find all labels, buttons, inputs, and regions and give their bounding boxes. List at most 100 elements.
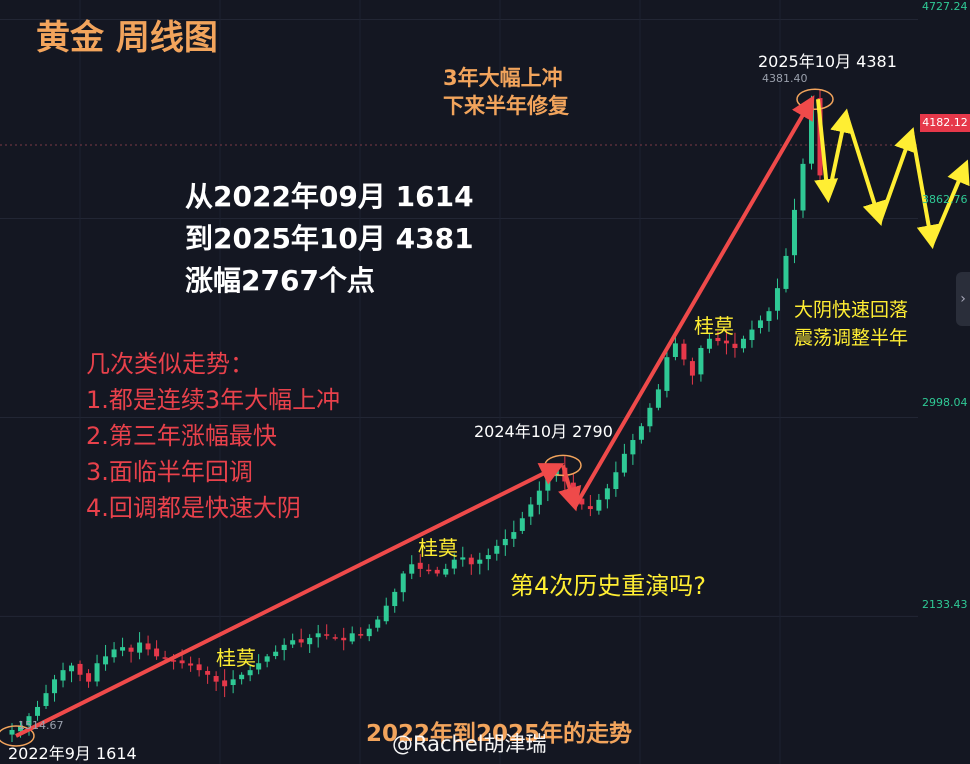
similar-point: 3.面临半年回调	[86, 458, 253, 486]
candle-body	[94, 663, 100, 682]
candle-body	[375, 619, 381, 628]
candle-body	[179, 660, 185, 664]
candle-body	[613, 472, 619, 490]
y-tick-label: 2998.04	[922, 396, 968, 409]
candle-body	[392, 591, 398, 607]
candle-body	[400, 573, 406, 593]
candle-body	[230, 679, 236, 686]
low-price-label: 1514.67	[18, 719, 64, 732]
candle-body	[791, 209, 797, 256]
candle-body	[766, 311, 772, 321]
candle-body	[349, 633, 355, 642]
candle-body	[409, 564, 415, 574]
candle-body	[647, 407, 653, 427]
candle-body	[111, 649, 117, 658]
candle-body	[502, 538, 508, 546]
candle-body	[715, 337, 721, 342]
summary-line: 涨幅2767个点	[185, 264, 375, 297]
chevron-right-icon[interactable]: ›	[956, 272, 970, 326]
candle-body	[366, 628, 372, 637]
orange-annotation-line: 3年大幅上冲	[443, 66, 563, 90]
summary-line: 从2022年09月 1614	[185, 180, 474, 213]
orange-annotation: 3年大幅上冲 下来半年修复	[443, 64, 569, 120]
y-tick-label: 2133.43	[922, 598, 968, 611]
yellow-annotation-line: 大阴快速回落	[794, 299, 909, 321]
similar-point: 1.都是连续3年大幅上冲	[86, 386, 341, 414]
projection-arrow	[814, 99, 839, 204]
candle-body	[800, 163, 806, 211]
candle-body	[60, 670, 66, 681]
projection-arrow	[910, 131, 941, 250]
candle-body	[783, 255, 789, 289]
candle-body	[205, 670, 211, 675]
candle-body	[757, 320, 763, 328]
projection-arrow	[844, 112, 886, 226]
candle-body	[689, 361, 695, 376]
candle-body	[604, 488, 610, 500]
trend-arrow	[573, 95, 815, 508]
candle-body	[52, 679, 58, 694]
peak-date-label: 2025年10月 4381	[758, 52, 897, 71]
mid-date-label: 2024年10月 2790	[474, 422, 613, 441]
candle-body	[196, 664, 202, 671]
candle-body	[222, 680, 228, 687]
candle-body	[77, 663, 83, 675]
candle-body	[596, 499, 602, 511]
candle-body	[638, 426, 644, 440]
candle-body	[681, 343, 687, 360]
highlight-ellipse	[796, 88, 834, 110]
candle-body	[732, 343, 738, 348]
chart-title: 黄金 周线图	[36, 18, 218, 58]
candle-body	[579, 498, 585, 505]
candle-body	[247, 670, 253, 676]
candle-body	[545, 476, 551, 491]
candle-body	[740, 338, 746, 349]
candle-body	[587, 506, 593, 510]
candle-body	[477, 559, 483, 564]
candle-body	[443, 568, 449, 575]
candle-body	[281, 644, 287, 651]
similar-point: 2.第三年涨幅最快	[86, 422, 277, 450]
candle-body	[69, 665, 75, 672]
candle-body	[468, 557, 474, 565]
trend-arrow	[15, 463, 565, 738]
bottom-caption: 2022年到2025年的走势	[366, 721, 633, 747]
question-annotation: 第4次历史重演吗?	[510, 572, 707, 600]
candle-body	[324, 634, 330, 636]
summary-line: 到2025年10月 4381	[185, 222, 474, 255]
candle-body	[417, 562, 423, 569]
start-date-label: 2022年9月 1614	[8, 744, 137, 763]
highlight-ellipse	[0, 725, 35, 747]
candle-body	[519, 518, 525, 531]
candle-body	[120, 647, 126, 651]
candle-body	[26, 716, 32, 726]
candle-body	[808, 99, 814, 164]
candle-body	[273, 651, 279, 657]
candle-body	[162, 657, 168, 659]
candle-body	[528, 504, 534, 517]
candle-body	[256, 663, 262, 670]
projection-arrow	[878, 127, 917, 223]
candle-body	[86, 673, 92, 682]
candle-body	[706, 338, 712, 349]
candle-body	[154, 648, 160, 657]
candle-body	[434, 569, 440, 574]
candle-body	[383, 605, 389, 622]
candle-body	[451, 559, 457, 569]
candle-body	[171, 660, 177, 662]
candle-body	[332, 637, 338, 639]
current-price-tag: 4182.12	[920, 114, 970, 132]
candle-body	[9, 729, 15, 735]
candle-body	[298, 639, 304, 643]
candle-body	[128, 647, 134, 652]
candle-body	[485, 555, 491, 560]
candle-body	[494, 545, 500, 554]
candle-body	[35, 706, 41, 716]
guimo-label: 桂莫	[216, 646, 256, 670]
y-tick-label: 3862.76	[922, 193, 968, 206]
guimo-label: 桂莫	[418, 536, 458, 560]
y-tick-label: 4727.24	[922, 0, 968, 13]
candle-body	[655, 389, 661, 408]
